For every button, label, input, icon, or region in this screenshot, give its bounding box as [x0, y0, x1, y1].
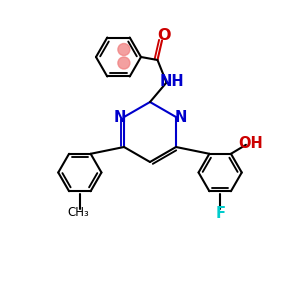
- Text: O: O: [157, 28, 170, 44]
- Text: OH: OH: [238, 136, 263, 151]
- Text: N: N: [113, 110, 126, 124]
- Circle shape: [118, 44, 130, 56]
- Text: CH₃: CH₃: [68, 206, 89, 219]
- Text: F: F: [216, 206, 226, 221]
- Text: N: N: [174, 110, 187, 124]
- Circle shape: [118, 57, 130, 69]
- Text: NH: NH: [160, 74, 184, 88]
